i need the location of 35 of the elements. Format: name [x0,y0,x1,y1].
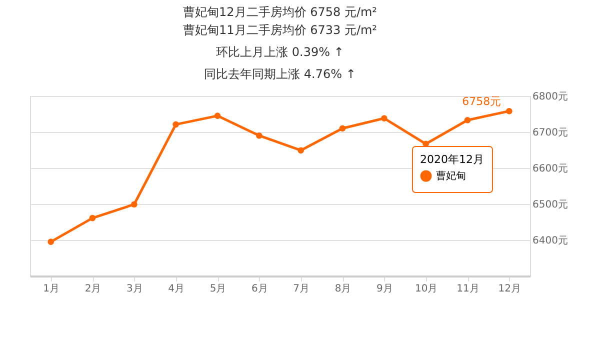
point [256,132,262,139]
x-tick-label: 5月 [210,284,226,294]
y-tick-label: 6800元 [532,92,568,102]
x-tick-label: 4月 [168,284,185,294]
point [48,238,54,245]
point [381,115,388,122]
text: 曹妃甸11月二手房均价 6733 元/m² [183,23,377,37]
legend-label: 曹妃甸 [436,170,466,182]
chart-title: 曹妃甸12月二手房均价 6758 元/m² [183,5,378,19]
x-tick-label: 10月 [414,284,438,294]
x-tick-label: 6月 [251,284,268,294]
x-tick-label: 1月 [43,284,60,294]
point [131,201,138,208]
point [298,147,304,154]
x-tick-label: 3月 [126,284,143,294]
y-tick-label: 6400元 [532,236,568,246]
x-tick-label: 2月 [84,284,102,294]
x-tick-label: 11月 [456,284,480,294]
legend-title: 2020年12月 [420,153,484,166]
y-tick-label: 6600元 [532,164,568,174]
x-tick-label: 8月 [334,284,352,294]
text: 同比去年同期上涨 4.76% ↑ [204,67,356,81]
x-tick-label: 7月 [293,284,310,294]
x-tick-label: 9月 [376,284,393,294]
point [464,116,471,124]
y-tick-label: 6500元 [532,200,568,210]
data-label: 6758元 [462,95,502,108]
point [339,125,346,132]
point [89,214,96,222]
y-tick-label: 6700元 [532,128,568,138]
point [506,108,512,114]
point [214,112,221,119]
point [172,121,179,128]
x-tick-label: 12月 [498,284,522,294]
text: 环比上月上涨 0.39% ↑ [216,45,344,59]
